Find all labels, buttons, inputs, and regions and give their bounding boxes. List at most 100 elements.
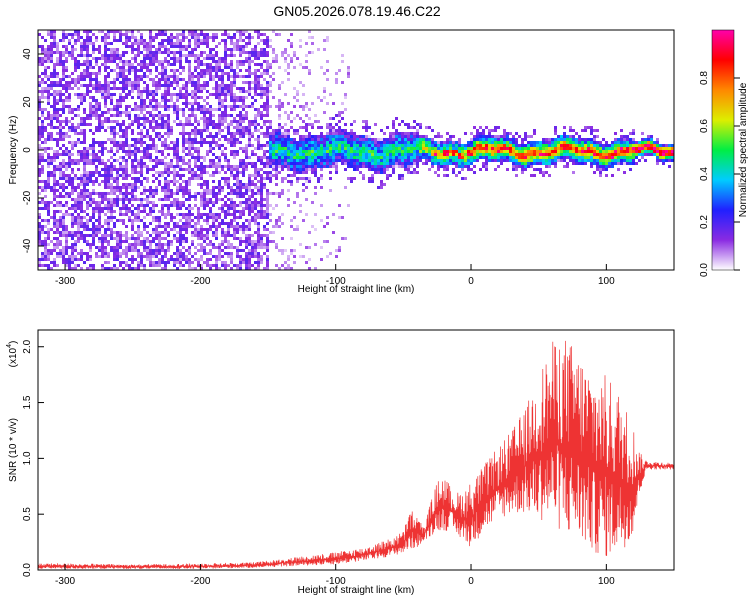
heatmap-cell [200, 111, 203, 114]
heatmap-cell [440, 165, 443, 168]
heatmap-cell [194, 252, 197, 255]
heatmap-cell [215, 96, 218, 99]
heatmap-cell [413, 135, 416, 138]
heatmap-cell [197, 177, 200, 180]
heatmap-cell [269, 147, 272, 150]
heatmap-cell [50, 57, 53, 60]
heatmap-cell [182, 114, 185, 117]
heatmap-cell [59, 90, 62, 93]
heatmap-cell [209, 54, 212, 57]
heatmap-cell [224, 234, 227, 237]
heatmap-cell [155, 132, 158, 135]
heatmap-cell [197, 153, 200, 156]
heatmap-cell [89, 39, 92, 42]
heatmap-cell [206, 69, 209, 72]
heatmap-cell [110, 237, 113, 240]
heatmap-cell [239, 264, 242, 267]
heatmap-cell [161, 258, 164, 261]
heatmap-cell [119, 189, 122, 192]
heatmap-cell [65, 147, 68, 150]
heatmap-cell [83, 129, 86, 132]
heatmap-cell [155, 36, 158, 39]
heatmap-cell [233, 48, 236, 51]
heatmap-cell [185, 219, 188, 222]
heatmap-cell [62, 249, 65, 252]
heatmap-cell [347, 150, 350, 153]
heatmap-cell [275, 177, 278, 180]
heatmap-cell [62, 189, 65, 192]
heatmap-cell [371, 144, 374, 147]
heatmap-cell [416, 162, 419, 165]
heatmap-cell [89, 129, 92, 132]
heatmap-cell [134, 189, 137, 192]
heatmap-cell [86, 90, 89, 93]
heatmap-cell [164, 132, 167, 135]
heatmap-cell [134, 57, 137, 60]
heatmap-cell [377, 159, 380, 162]
heatmap-cell [263, 213, 266, 216]
heatmap-cell [98, 120, 101, 123]
heatmap-cell [137, 39, 140, 42]
heatmap-cell [254, 240, 257, 243]
heatmap-cell [221, 231, 224, 234]
heatmap-cell [50, 186, 53, 189]
heatmap-cell [62, 246, 65, 249]
heatmap-cell [83, 186, 86, 189]
heatmap-cell [230, 192, 233, 195]
heatmap-cell [380, 153, 383, 156]
heatmap-cell [401, 165, 404, 168]
heatmap-cell [344, 93, 347, 96]
heatmap-cell [296, 147, 299, 150]
heatmap-cell [155, 264, 158, 267]
heatmap-cell [227, 252, 230, 255]
heatmap-cell [233, 264, 236, 267]
heatmap-cell [236, 66, 239, 69]
heatmap-cell [170, 171, 173, 174]
heatmap-cell [65, 237, 68, 240]
heatmap-cell [41, 207, 44, 210]
heatmap-cell [38, 153, 41, 156]
heatmap-cell [227, 90, 230, 93]
heatmap-cell [41, 147, 44, 150]
heatmap-cell [53, 90, 56, 93]
heatmap-cell [125, 261, 128, 264]
heatmap-cell [167, 261, 170, 264]
heatmap-cell [206, 153, 209, 156]
heatmap-cell [113, 135, 116, 138]
heatmap-cell [98, 90, 101, 93]
heatmap-cell [110, 189, 113, 192]
heatmap-cell [257, 36, 260, 39]
heatmap-cell [113, 153, 116, 156]
heatmap-cell [383, 171, 386, 174]
heatmap-cell [443, 168, 446, 171]
heatmap-cell [125, 192, 128, 195]
heatmap-cell [56, 111, 59, 114]
heatmap-cell [344, 96, 347, 99]
heatmap-cell [230, 255, 233, 258]
heatmap-cell [125, 159, 128, 162]
heatmap-cell [248, 180, 251, 183]
heatmap-cell [347, 156, 350, 159]
heatmap-cell [365, 159, 368, 162]
heatmap-cell [344, 162, 347, 165]
heatmap-cell [62, 258, 65, 261]
heatmap-cell [122, 69, 125, 72]
heatmap-cell [302, 108, 305, 111]
heatmap-cell [143, 60, 146, 63]
heatmap-cell [116, 132, 119, 135]
heatmap-cell [215, 216, 218, 219]
heatmap-cell [71, 54, 74, 57]
heatmap-cell [305, 135, 308, 138]
heatmap-cell [56, 219, 59, 222]
heatmap-cell [152, 192, 155, 195]
heatmap-cell [329, 150, 332, 153]
heatmap-cell [134, 114, 137, 117]
heatmap-cell [104, 198, 107, 201]
heatmap-cell [407, 126, 410, 129]
heatmap-cell [155, 165, 158, 168]
heatmap-cell [239, 255, 242, 258]
heatmap-cell [233, 201, 236, 204]
heatmap-cell [176, 237, 179, 240]
heatmap-cell [191, 84, 194, 87]
heatmap-cell [164, 180, 167, 183]
